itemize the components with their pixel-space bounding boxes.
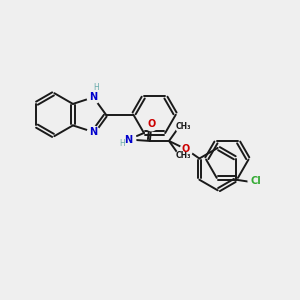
Text: H: H xyxy=(119,140,125,148)
Text: O: O xyxy=(182,144,190,154)
Text: N: N xyxy=(89,127,98,137)
Text: H: H xyxy=(94,83,99,92)
Text: CH₃: CH₃ xyxy=(176,122,191,131)
Text: Cl: Cl xyxy=(251,176,262,186)
Text: N: N xyxy=(89,92,98,102)
Text: N: N xyxy=(124,134,133,145)
Text: O: O xyxy=(147,119,155,129)
Text: CH₃: CH₃ xyxy=(176,151,191,160)
